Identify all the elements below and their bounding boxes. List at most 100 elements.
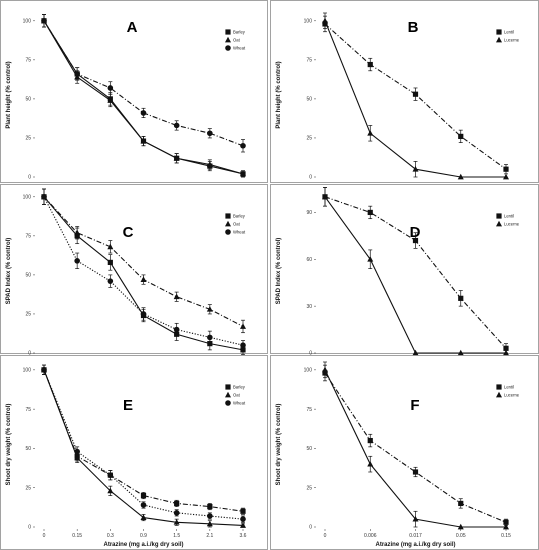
panel-border bbox=[0, 355, 268, 550]
data-point-lentil bbox=[503, 166, 509, 172]
data-point-wheat bbox=[107, 278, 114, 284]
legend-label: Wheat bbox=[233, 401, 246, 406]
data-point-lentil bbox=[367, 209, 373, 216]
data-point-wheat bbox=[74, 71, 80, 77]
data-point-lentil bbox=[503, 519, 509, 525]
data-point-oat bbox=[206, 161, 213, 167]
data-point-wheat bbox=[74, 258, 80, 264]
panel-border bbox=[270, 0, 539, 183]
x-tick-label: 0 bbox=[324, 533, 327, 539]
legend-label: Barley bbox=[233, 30, 246, 35]
y-tick-label: 100 bbox=[304, 19, 313, 25]
y-tick-label: 0 bbox=[309, 525, 312, 531]
data-point-wheat bbox=[41, 194, 47, 200]
data-point-barley bbox=[207, 503, 213, 510]
panel-letter: E bbox=[123, 397, 133, 414]
x-tick-label: 3.6 bbox=[240, 533, 247, 539]
x-tick-label: 0.3 bbox=[107, 533, 114, 539]
y-tick-label: 50 bbox=[25, 97, 31, 103]
y-tick-label: 75 bbox=[306, 58, 312, 64]
data-point-wheat bbox=[173, 122, 180, 129]
data-point-lucerne bbox=[412, 349, 419, 356]
data-point-wheat bbox=[140, 502, 147, 508]
legend-marker-oat bbox=[225, 220, 231, 227]
x-tick-label: 0.006 bbox=[364, 533, 377, 539]
data-point-wheat bbox=[240, 342, 246, 348]
data-point-lentil bbox=[458, 295, 464, 301]
data-point-oat bbox=[173, 155, 180, 161]
data-point-wheat bbox=[140, 311, 147, 317]
panel-letter: A bbox=[127, 19, 138, 36]
legend-marker-lucerne bbox=[496, 220, 502, 227]
data-point-lentil bbox=[412, 237, 419, 244]
panel-letter: F bbox=[410, 397, 419, 414]
panel-c: C 0 25 50 75 100 SPAD Index (% control) Barley O… bbox=[0, 184, 268, 357]
panel-letter: B bbox=[408, 19, 419, 36]
data-point-lucerne bbox=[367, 256, 374, 262]
legend-label: Barley bbox=[233, 385, 246, 390]
panel-border bbox=[0, 184, 268, 354]
y-tick-label: 75 bbox=[306, 407, 312, 413]
data-point-lucerne bbox=[367, 460, 374, 467]
data-point-oat bbox=[107, 243, 114, 250]
data-point-lucerne bbox=[503, 349, 509, 356]
legend-marker-wheat bbox=[225, 400, 231, 406]
y-tick-label: 75 bbox=[25, 234, 31, 240]
y-axis-title: Plant height (% control) bbox=[6, 61, 12, 128]
data-point-oat bbox=[206, 306, 213, 312]
data-point-lucerne bbox=[503, 173, 509, 180]
legend-label: Oat bbox=[233, 38, 241, 43]
data-point-wheat bbox=[41, 18, 47, 24]
data-point-wheat bbox=[173, 510, 180, 516]
legend-marker-lentil bbox=[496, 213, 502, 219]
data-point-oat bbox=[240, 170, 246, 177]
y-tick-label: 0 bbox=[28, 175, 31, 181]
data-point-wheat bbox=[207, 334, 213, 341]
data-point-barley bbox=[107, 259, 113, 266]
series-line-lentil bbox=[324, 372, 507, 523]
data-point-lentil bbox=[458, 133, 464, 139]
legend-label: Lentil bbox=[504, 214, 514, 219]
legend-label: Oat bbox=[233, 393, 241, 398]
data-point-lentil bbox=[412, 469, 419, 475]
panel-b: B 0 25 50 75 100 Plant height (% control) Lenti… bbox=[270, 0, 539, 183]
y-tick-label: 75 bbox=[25, 407, 31, 413]
y-axis-title: Shoot dry weight (% control) bbox=[6, 404, 12, 486]
data-point-wheat bbox=[207, 130, 213, 137]
legend-marker-wheat bbox=[225, 229, 231, 235]
data-point-wheat bbox=[41, 367, 47, 373]
legend-label: Barley bbox=[233, 214, 246, 219]
data-point-oat bbox=[240, 522, 246, 528]
data-point-lucerne bbox=[367, 130, 374, 136]
x-tick-label: 0.15 bbox=[72, 533, 82, 539]
legend-marker-lucerne bbox=[496, 36, 502, 43]
data-point-lentil bbox=[503, 345, 509, 351]
y-tick-label: 100 bbox=[23, 19, 32, 25]
data-point-barley bbox=[174, 500, 180, 507]
legend-label: Lucerne bbox=[504, 393, 520, 398]
y-axis-title: Shoot dry weight (% control) bbox=[276, 404, 282, 486]
legend-label: Lentil bbox=[504, 30, 514, 35]
y-tick-label: 25 bbox=[25, 485, 31, 491]
data-point-lucerne bbox=[457, 173, 464, 180]
data-point-wheat bbox=[140, 110, 147, 116]
x-tick-label: 1.5 bbox=[173, 533, 180, 539]
panel-letter: C bbox=[123, 224, 134, 241]
data-point-wheat bbox=[207, 513, 213, 519]
y-tick-label: 0 bbox=[28, 525, 31, 531]
x-axis-title: Atrazine (mg a.i./kg dry soil) bbox=[103, 542, 183, 548]
data-point-oat bbox=[140, 276, 147, 282]
legend-marker-lentil bbox=[496, 384, 502, 390]
data-point-oat bbox=[107, 97, 114, 103]
y-tick-label: 90 bbox=[306, 210, 312, 216]
data-point-lucerne bbox=[322, 193, 328, 200]
y-axis-title: SPAD Index (% control) bbox=[6, 238, 12, 305]
y-tick-label: 100 bbox=[23, 368, 32, 374]
data-point-lucerne bbox=[457, 349, 464, 356]
y-tick-label: 25 bbox=[306, 136, 312, 142]
data-point-oat bbox=[74, 454, 81, 461]
y-tick-label: 25 bbox=[25, 312, 31, 318]
data-point-wheat bbox=[240, 516, 246, 522]
